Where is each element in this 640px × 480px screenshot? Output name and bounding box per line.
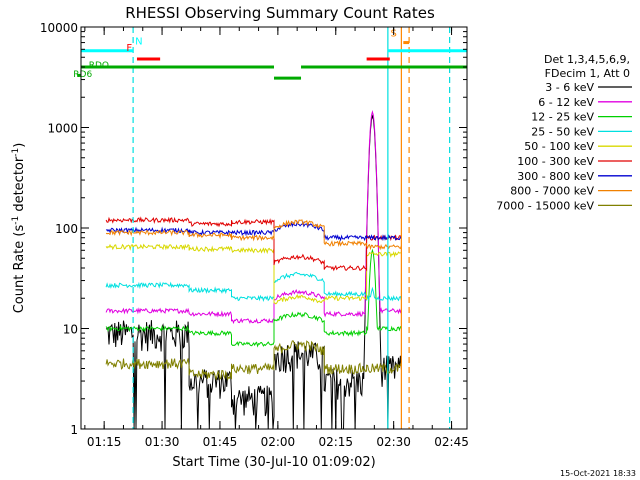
legend-item-label: 800 - 7000 keV <box>510 185 594 198</box>
y-tick-label: 10000 <box>40 21 78 35</box>
footer-timestamp: 15-Oct-2021 18:33 <box>560 469 636 478</box>
y-axis-label-mid: detector <box>12 156 27 216</box>
series-line <box>105 271 402 302</box>
x-tick-label: 02:15 <box>318 435 353 449</box>
plot-area: NFSRDORD6 <box>73 27 467 430</box>
y-axis-label-exp2: -1 <box>11 148 21 157</box>
y-axis-label: Count Rate (s-1 detector-1) <box>11 143 27 314</box>
x-tick-label: 02:00 <box>261 435 296 449</box>
series-line <box>105 114 402 430</box>
flag-label: RDO <box>89 61 109 71</box>
flag-label: N <box>135 37 142 48</box>
y-tick-label: 1 <box>70 423 78 437</box>
y-axis-label-prefix: Count Rate (s <box>12 225 27 314</box>
y-tick-label: 100 <box>55 222 78 236</box>
axis-ticks: 01:15 01:30 01:45 02:00 02:15 02:30 02:45 1 10 10… <box>40 21 469 449</box>
flag-label: RD6 <box>73 70 92 80</box>
chart-title: RHESSI Observing Summary Count Rates <box>125 4 435 22</box>
y-axis-label-exp1: -1 <box>11 216 21 225</box>
series-line <box>105 220 402 242</box>
legend-item-label: 25 - 50 keV <box>531 125 594 138</box>
x-tick-label: 02:45 <box>434 435 469 449</box>
y-axis-label-suffix: ) <box>12 143 27 148</box>
series-line <box>105 110 402 325</box>
x-axis-label: Start Time (30-Jul-10 01:09:02) <box>172 455 375 470</box>
legend-item-label: 300 - 800 keV <box>517 170 594 183</box>
x-tick-label: 01:45 <box>203 435 238 449</box>
series-line <box>105 219 402 251</box>
legend-header-1: Det 1,3,4,5,6,9, <box>544 53 630 66</box>
x-tick-label: 02:30 <box>376 435 411 449</box>
series-line <box>105 248 402 348</box>
legend: Det 1,3,4,5,6,9, FDecim 1, Att 0 3 - 6 k… <box>496 53 632 212</box>
legend-header-2: FDecim 1, Att 0 <box>545 67 630 80</box>
x-tick-label: 01:15 <box>87 435 122 449</box>
y-tick-label: 1000 <box>47 122 78 136</box>
series-line <box>105 216 402 272</box>
legend-item-label: 3 - 6 keV <box>545 81 594 94</box>
legend-item-label: 12 - 25 keV <box>531 111 594 124</box>
flag-label: F <box>126 43 132 54</box>
x-tick-label: 01:30 <box>145 435 180 449</box>
legend-item-label: 50 - 100 keV <box>524 140 594 153</box>
legend-item-label: 7000 - 15000 keV <box>496 199 594 212</box>
series-line <box>105 243 402 305</box>
series-line <box>105 340 402 381</box>
legend-item-label: 6 - 12 keV <box>538 96 594 109</box>
y-tick-label: 10 <box>63 323 78 337</box>
legend-item-label: 100 - 300 keV <box>517 155 594 168</box>
